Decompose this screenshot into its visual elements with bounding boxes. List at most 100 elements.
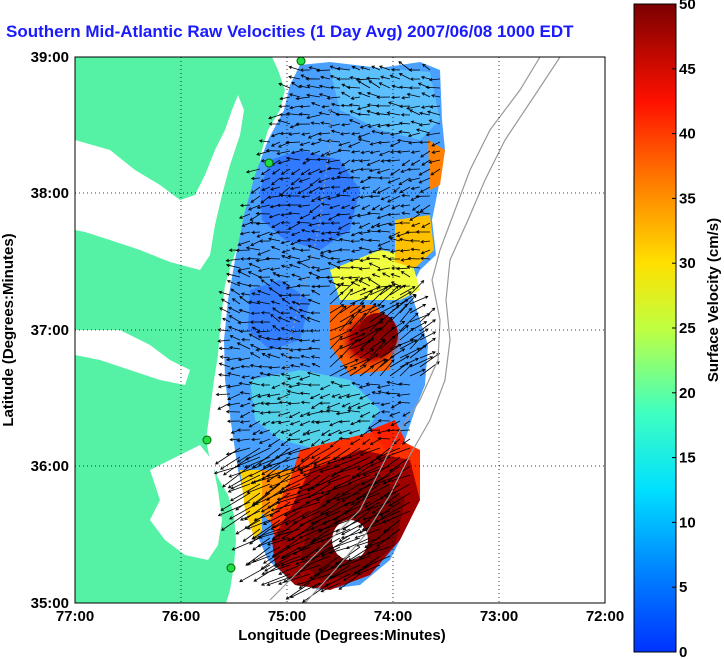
velocity-vector — [299, 438, 311, 444]
velocity-vector — [286, 389, 301, 395]
x-axis: 77:00 76:00 75:00 74:00 73:00 72:00 Long… — [56, 608, 624, 644]
velocity-vector — [431, 150, 441, 154]
velocity-vector — [339, 366, 358, 377]
velocity-vector — [409, 213, 421, 221]
velocity-vector — [307, 255, 321, 260]
velocity-vector — [366, 211, 381, 215]
velocity-vector — [368, 249, 381, 254]
velocity-vector — [410, 150, 421, 154]
velocity-vector — [289, 123, 301, 129]
velocity-vector — [350, 204, 361, 210]
velocity-vector — [364, 492, 391, 508]
velocity-vector — [286, 537, 311, 549]
y-tick-label: 37:00 — [31, 322, 69, 339]
velocity-vector — [266, 393, 281, 398]
velocity-vector — [280, 429, 291, 434]
velocity-vector — [426, 110, 441, 116]
velocity-vector — [406, 105, 421, 110]
velocity-vector — [220, 492, 251, 511]
velocity-vector — [338, 573, 361, 590]
velocity-vector — [217, 501, 251, 517]
velocity-vector — [271, 222, 281, 229]
velocity-vector — [347, 408, 361, 413]
velocity-vector — [310, 265, 321, 270]
velocity-vector — [359, 286, 380, 296]
velocity-vector — [296, 382, 311, 386]
velocity-vector — [329, 282, 345, 296]
velocity-vector — [307, 132, 321, 139]
velocity-vector — [248, 381, 261, 386]
velocity-vector — [421, 159, 431, 166]
velocity-vector — [408, 141, 421, 145]
velocity-vector — [318, 111, 331, 116]
velocity-vector — [321, 429, 331, 436]
velocity-vector — [257, 393, 271, 398]
velocity-vector — [379, 359, 395, 377]
velocity-vector — [341, 519, 371, 536]
velocity-vector — [317, 138, 331, 143]
velocity-vector — [316, 284, 331, 289]
velocity-vector — [341, 483, 371, 502]
velocity-vector — [310, 141, 321, 146]
velocity-vector — [319, 465, 341, 473]
velocity-vector — [369, 317, 384, 332]
velocity-vector — [371, 391, 381, 395]
velocity-vector — [376, 123, 391, 128]
velocity-vector — [362, 438, 371, 445]
velocity-vector — [298, 308, 311, 314]
velocity-vector — [368, 168, 381, 173]
y-tick-label: 35:00 — [31, 595, 69, 612]
velocity-vector — [239, 564, 271, 583]
velocity-vector — [310, 229, 321, 234]
velocity-vector — [380, 410, 391, 414]
velocity-vector — [309, 177, 321, 187]
velocity-vector — [418, 123, 431, 127]
velocity-vector — [256, 300, 271, 305]
velocity-vector — [258, 438, 271, 444]
velocity-vector — [389, 74, 401, 80]
velocity-vector — [428, 77, 441, 82]
velocity-vector — [379, 316, 393, 332]
velocity-vector — [277, 159, 291, 165]
velocity-vector — [229, 483, 261, 502]
velocity-vector — [338, 141, 351, 147]
velocity-vector — [368, 537, 391, 547]
velocity-vector — [335, 193, 351, 197]
colorbar-scale — [633, 3, 677, 653]
velocity-vector — [350, 150, 361, 154]
velocity-vector — [339, 331, 359, 341]
velocity-vector — [299, 420, 311, 426]
velocity-vector — [237, 240, 251, 246]
velocity-vector — [326, 195, 341, 201]
velocity-vector — [277, 119, 291, 125]
velocity-vector — [369, 312, 386, 323]
velocity-vector — [319, 249, 331, 255]
velocity-vector — [288, 429, 301, 437]
velocity-vector — [306, 84, 321, 89]
velocity-vector — [328, 237, 341, 242]
velocity-vector — [307, 474, 331, 492]
velocity-vector — [259, 239, 271, 243]
velocity-vector — [398, 61, 411, 71]
velocity-vector — [421, 92, 431, 98]
velocity-vector — [358, 267, 371, 271]
velocity-vector — [300, 447, 321, 462]
velocity-vector — [235, 492, 261, 511]
velocity-vector — [317, 177, 331, 184]
velocity-vector — [245, 246, 261, 251]
velocity-vector — [401, 159, 411, 166]
x-tick-label: 76:00 — [162, 608, 200, 625]
velocity-vector — [409, 304, 427, 314]
velocity-vector — [230, 288, 241, 296]
velocity-vector — [351, 221, 361, 226]
velocity-vector — [369, 150, 381, 155]
velocity-vector — [409, 368, 426, 377]
velocity-vector — [298, 177, 311, 183]
grid — [75, 57, 605, 603]
velocity-vector — [339, 358, 359, 368]
velocity-vector — [300, 354, 311, 359]
velocity-vector — [369, 456, 391, 467]
velocity-vector — [300, 400, 311, 405]
velocity-vector — [253, 564, 281, 582]
